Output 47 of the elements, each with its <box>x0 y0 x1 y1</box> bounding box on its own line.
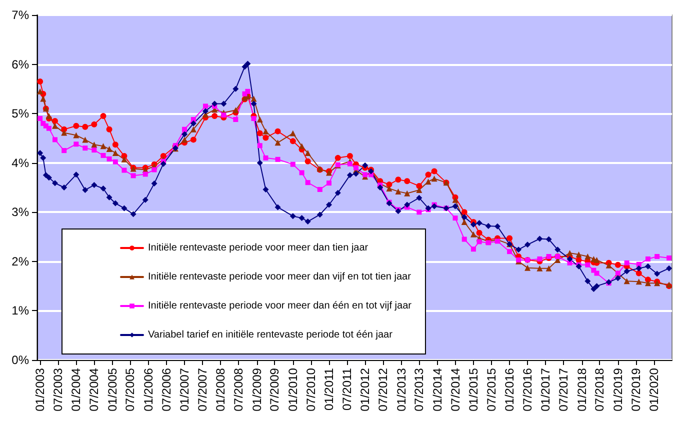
x-tick-label: 01/2009 <box>250 368 264 412</box>
x-tick-label: 07/2017 <box>556 368 571 412</box>
x-tick-label: 01/2005 <box>105 368 120 412</box>
legend-label: Variabel tarief en initiële rentevaste periode tot één jaar <box>148 330 394 340</box>
x-tick-label: 07/2007 <box>195 368 210 412</box>
x-tick-label: 07/2014 <box>448 368 462 412</box>
x-tick-label: 01/2011 <box>322 368 336 410</box>
x-tick-label: 01/2012 <box>358 368 372 412</box>
x-tick-label: 07/2019 <box>628 368 643 412</box>
x-tick-label: 07/2013 <box>412 368 426 412</box>
x-tick-label: 07/2004 <box>87 368 102 412</box>
x-tick-label: 07/2006 <box>159 368 174 412</box>
x-tick-label: 07/2005 <box>123 368 138 412</box>
x-tick-label: 01/2006 <box>141 368 156 412</box>
x-tick-label: 07/2010 <box>304 368 318 412</box>
x-tick-label: 01/2014 <box>430 368 444 412</box>
x-tick-label: 01/2008 <box>214 368 228 412</box>
x-tick-label: 01/2018 <box>574 368 589 412</box>
legend-label: Initiële rentevaste periode voor meer dan vijf en tot tien jaar <box>148 272 412 282</box>
x-tick-label: 07/2011 <box>340 368 354 410</box>
x-tick-label: 01/2010 <box>286 368 300 412</box>
y-tick-label: 4% <box>12 156 30 170</box>
x-tick-label: 01/2004 <box>69 368 84 412</box>
legend-label: Initiële rentevaste periode voor meer dan één en tot vijf jaar <box>148 300 412 312</box>
y-tick-label: 1% <box>12 304 30 318</box>
x-tick-label: 01/2016 <box>502 368 517 412</box>
x-tick-label: 07/2016 <box>520 368 535 412</box>
y-tick-label: 7% <box>12 8 30 22</box>
x-tick-label: 01/2019 <box>610 368 625 412</box>
x-tick-label: 07/2008 <box>232 368 246 412</box>
x-tick-label: 01/2003 <box>33 368 48 412</box>
y-tick-label: 6% <box>12 57 30 72</box>
x-tick-label: 01/2015 <box>466 368 480 412</box>
x-tick-label: 01/2013 <box>394 368 408 412</box>
x-tick-label: 07/2018 <box>592 368 607 412</box>
x-tick-label: 07/2012 <box>376 368 390 412</box>
y-tick-label: 2% <box>12 254 30 268</box>
y-tick-label: 3% <box>12 205 30 220</box>
x-tick-label: 01/2020 <box>647 368 662 412</box>
x-tick-label: 01/2007 <box>178 368 192 412</box>
x-tick-label: 07/2009 <box>268 368 282 412</box>
y-tick-label: 5% <box>12 106 30 121</box>
x-tick-label: 07/2015 <box>484 368 498 412</box>
x-tick-label: 01/2017 <box>538 368 553 412</box>
y-tick-label: 0% <box>12 353 30 367</box>
x-tick-label: 07/2003 <box>50 368 65 412</box>
legend-label: Initiële rentevaste periode voor meer dan tien jaar <box>148 242 369 254</box>
